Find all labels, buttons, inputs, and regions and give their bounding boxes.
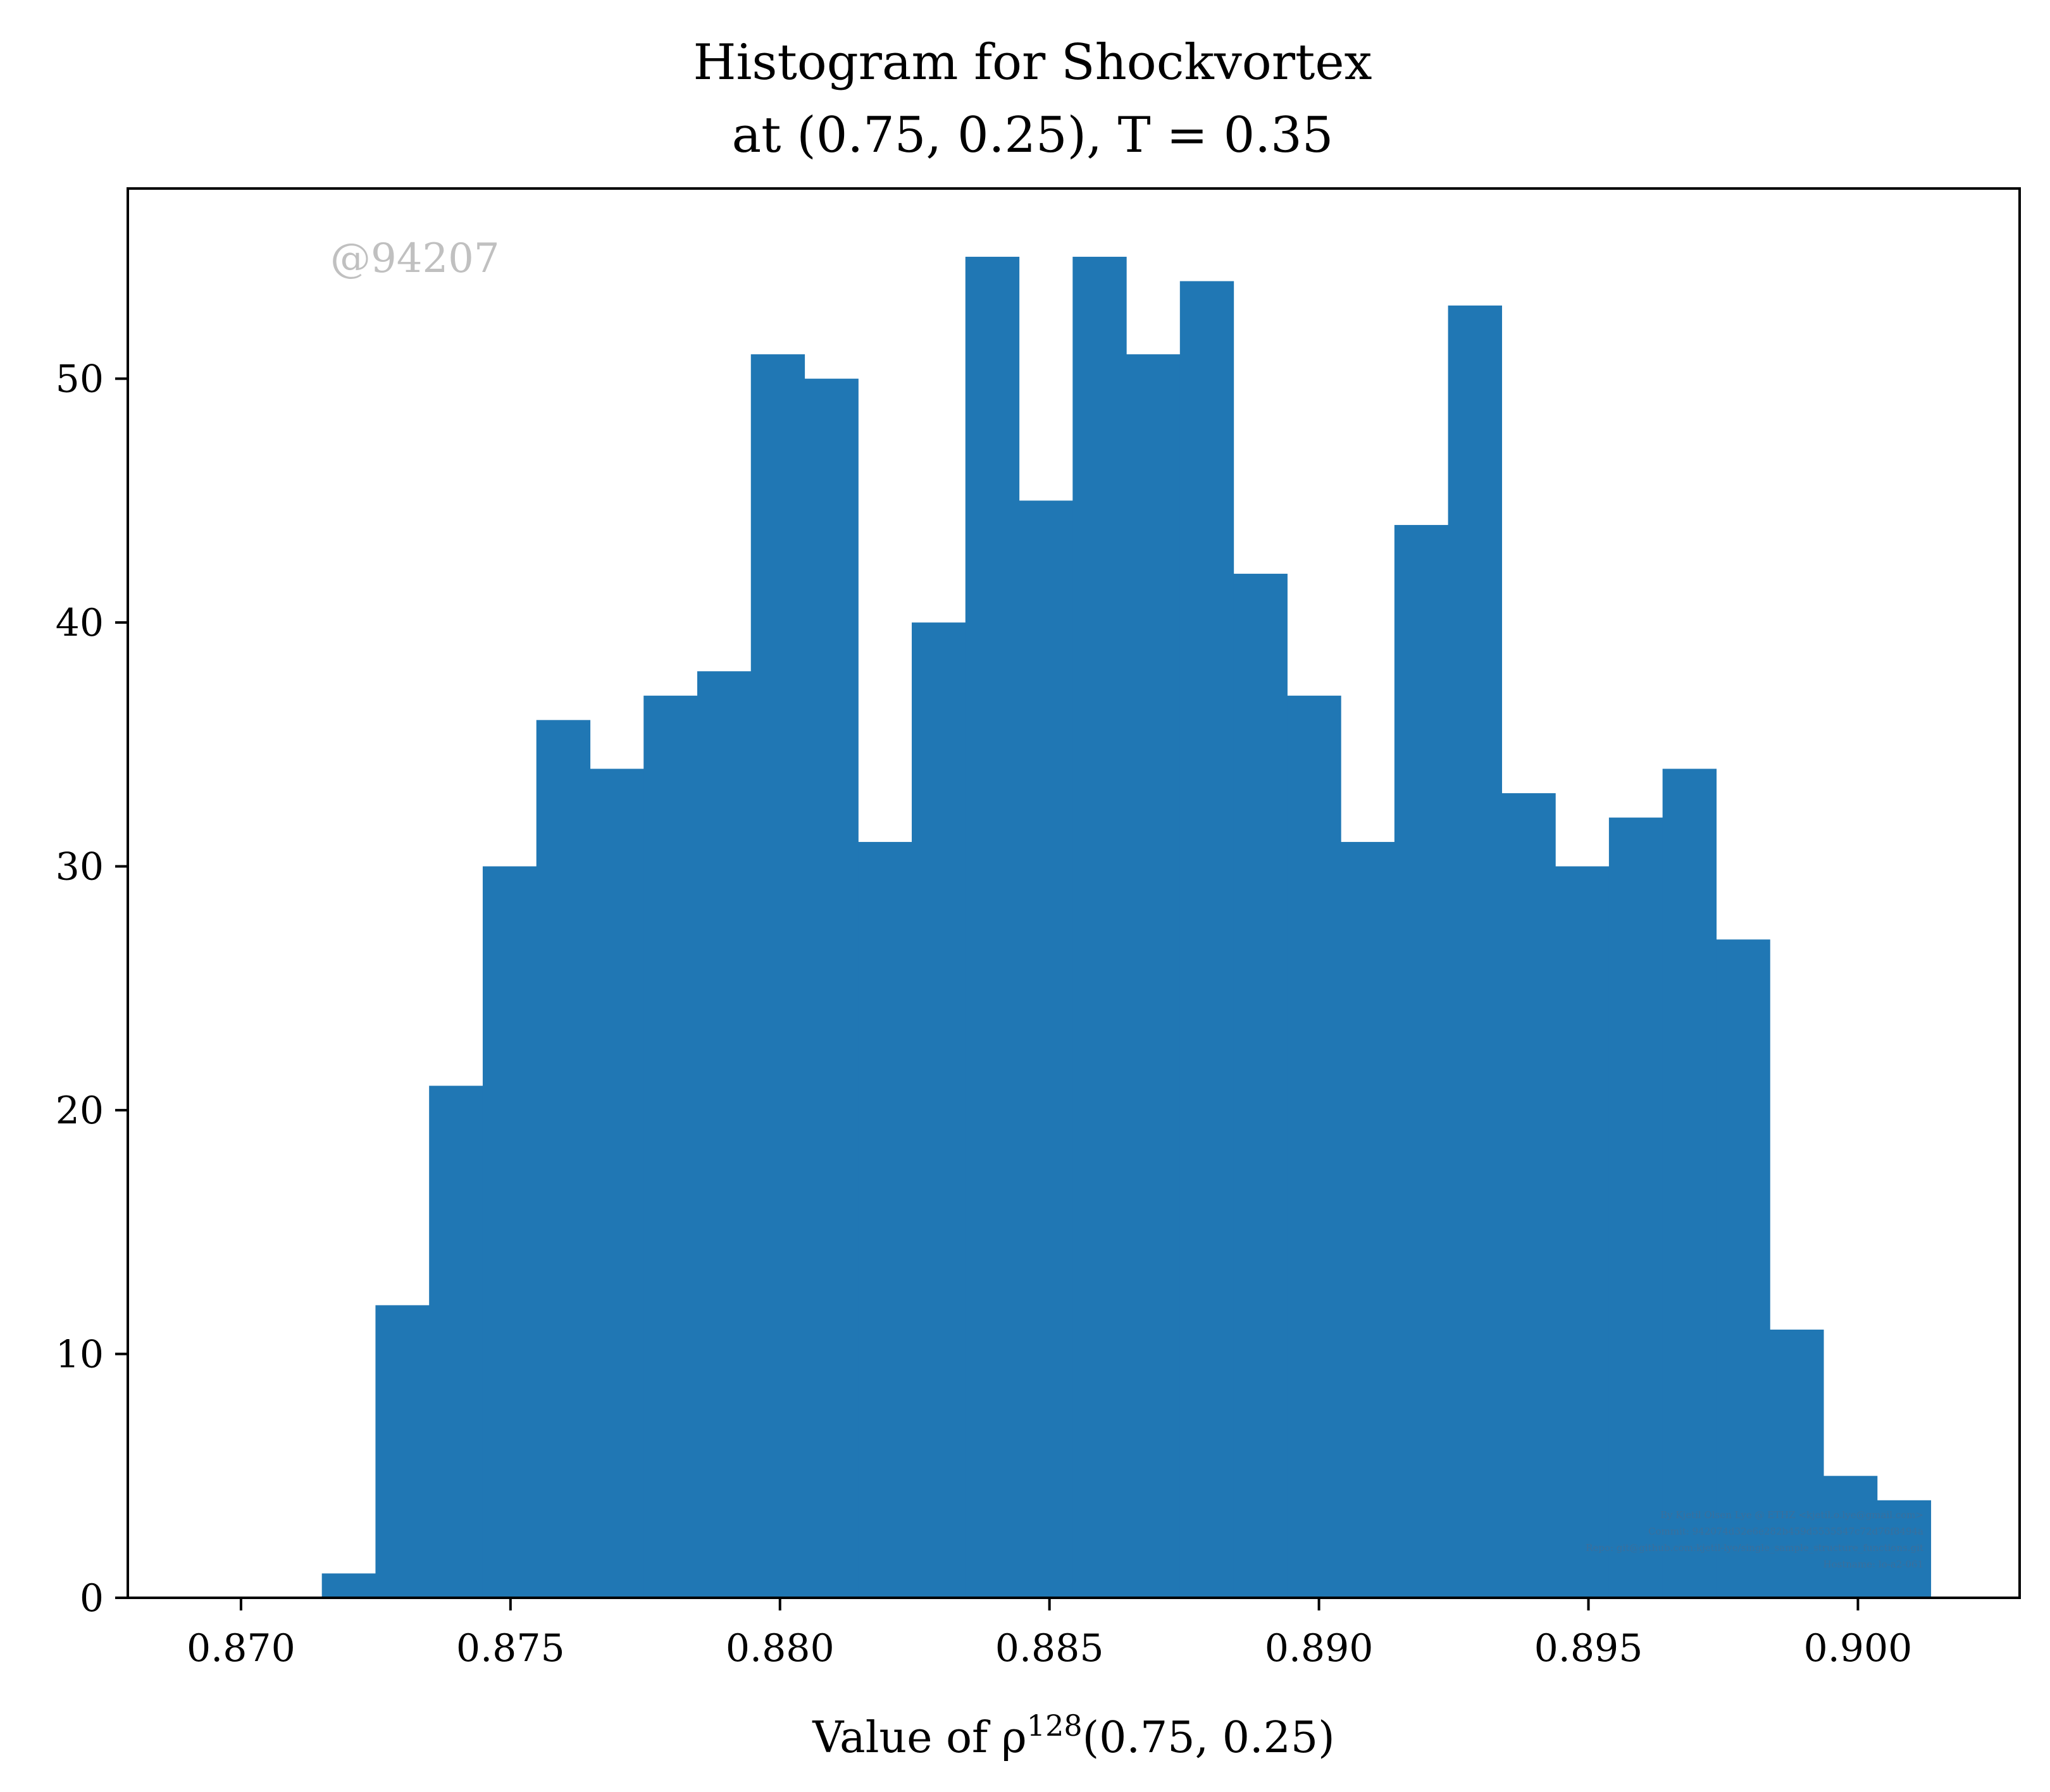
histogram-bar: [912, 622, 966, 1598]
x-tick-label: 0.875: [456, 1626, 565, 1671]
histogram-bar: [1233, 574, 1288, 1598]
x-tick-label: 0.900: [1804, 1626, 1913, 1671]
histogram-bar: [965, 256, 1020, 1598]
histogram-bar: [643, 695, 698, 1598]
histogram-bar: [1877, 1500, 1932, 1598]
y-tick-label: 0: [80, 1576, 104, 1621]
x-tick-label: 0.890: [1265, 1626, 1374, 1671]
histogram-bar: [1394, 524, 1449, 1598]
histogram-bar: [536, 720, 591, 1598]
histogram-bar: [858, 842, 912, 1598]
histogram-bar: [1341, 842, 1395, 1598]
plot-frame: [127, 187, 2021, 1599]
histogram-bar: [697, 671, 752, 1598]
histogram-bar: [429, 1085, 483, 1598]
y-axis-ticks: 0 10 20 30 40 50: [56, 357, 128, 1621]
credit-line: By Kjetil Olsen Lye @ ETHZ <kjetil.o.lye…: [1660, 1509, 1923, 1521]
x-tick-label: 0.895: [1534, 1626, 1643, 1671]
x-tick-label: 0.870: [187, 1626, 295, 1671]
histogram-bar: [1555, 866, 1610, 1598]
x-axis-label-prefix: Value of ρ: [812, 1713, 1027, 1763]
histogram-bar: [375, 1305, 430, 1598]
y-tick-label: 10: [56, 1333, 104, 1377]
histogram-bar: [482, 866, 537, 1598]
credit-line: Commit: 942074d32e6e282b459d5535547c72d7…: [1648, 1526, 1923, 1537]
histogram-bar: [590, 769, 644, 1598]
x-tick-label: 0.880: [726, 1626, 835, 1671]
watermark-label: @94207: [330, 235, 500, 282]
histogram-bar: [1662, 769, 1717, 1598]
histogram-bar: [1448, 306, 1502, 1598]
histogram-bar: [1716, 939, 1770, 1598]
histogram-bar: [1501, 793, 1556, 1598]
y-tick-label: 50: [56, 357, 104, 402]
credit-line: Repo: git@github.com:kjetil-lye/single_s…: [1586, 1542, 1923, 1554]
histogram-bar: [750, 354, 805, 1598]
histogram-bar: [1019, 500, 1073, 1598]
x-axis-ticks: 0.870 0.875 0.880 0.885 0.890 0.895 0.900: [187, 1598, 1912, 1671]
y-tick-label: 40: [56, 601, 104, 645]
histogram-bar: [1287, 695, 1341, 1598]
histogram-bar: [1126, 354, 1181, 1598]
histogram-bar: [1770, 1329, 1824, 1598]
x-tick-label: 0.885: [995, 1626, 1104, 1671]
histogram-bar: [1823, 1476, 1878, 1598]
histogram-bar: [321, 1573, 376, 1598]
y-tick-label: 20: [56, 1089, 104, 1133]
credit-block: By Kjetil Olsen Lye @ ETHZ <kjetil.o.lye…: [1586, 1509, 1923, 1570]
chart-title: Histogram for Shockvortex: [693, 34, 1372, 91]
histogram-bar: [804, 378, 859, 1598]
histogram-bar: [1608, 817, 1663, 1598]
y-tick-label: 30: [56, 845, 104, 889]
x-axis-label: Value of ρ128(0.75, 0.25): [812, 1709, 1334, 1763]
credit-line: Hostname: lo-a2-061: [1823, 1559, 1923, 1570]
histogram-bar: [1179, 281, 1234, 1598]
histogram-bar: [1072, 256, 1127, 1598]
histogram-bars: [321, 256, 1932, 1598]
x-axis-label-superscript: 128: [1027, 1709, 1083, 1743]
chart-subtitle: at (0.75, 0.25), T = 0.35: [732, 107, 1334, 164]
x-axis-label-suffix: (0.75, 0.25): [1083, 1713, 1335, 1763]
